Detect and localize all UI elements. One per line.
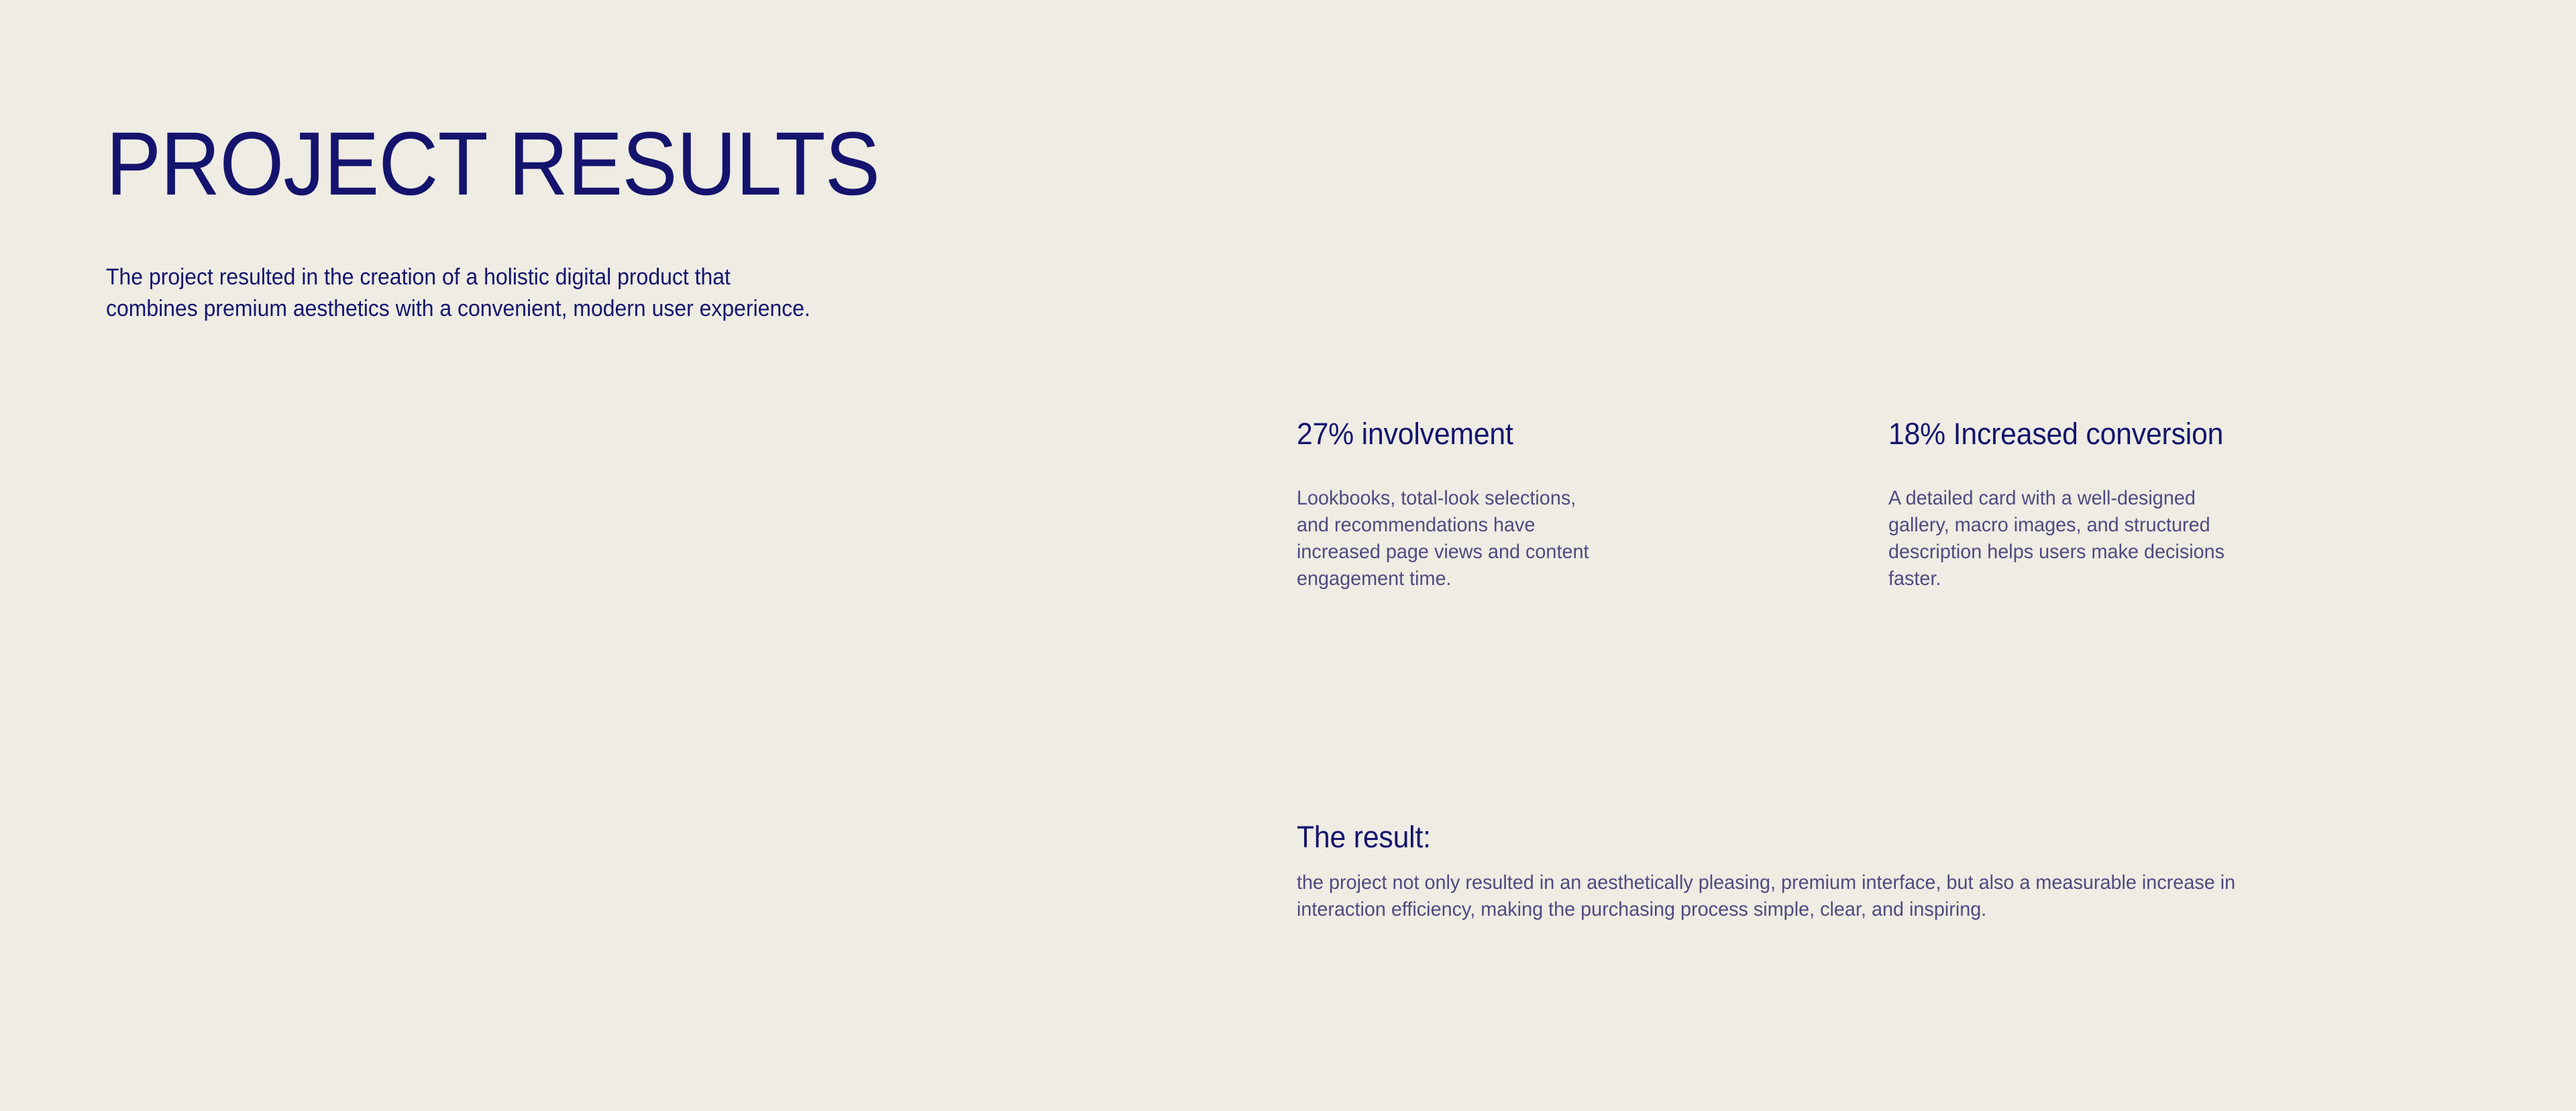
stat-body: Lookbooks, total-look selections, and re…: [1297, 487, 1589, 590]
hero-intro-paragraph: The project resulted in the creation of …: [106, 264, 810, 321]
stat-heading: 18% Increased conversion: [1888, 417, 2224, 451]
stat-heading: 27% involvement: [1297, 417, 1513, 451]
stat-card-involvement: 27% involvement Lookbooks, total-look se…: [1297, 416, 1632, 592]
stat-body: A detailed card with a well-designed gal…: [1888, 487, 2225, 590]
result-body-paragraph: the project not only resulted in an aest…: [1297, 871, 2236, 920]
result-heading: The result:: [1297, 820, 1431, 854]
result-block: The result: the project not only resulte…: [1297, 820, 2276, 923]
stat-card-conversion: 18% Increased conversion A detailed card…: [1888, 416, 2264, 592]
hero-block: PROJECT RESULTS The project resulted in …: [106, 119, 911, 324]
page-title: PROJECT RESULTS: [106, 114, 880, 214]
